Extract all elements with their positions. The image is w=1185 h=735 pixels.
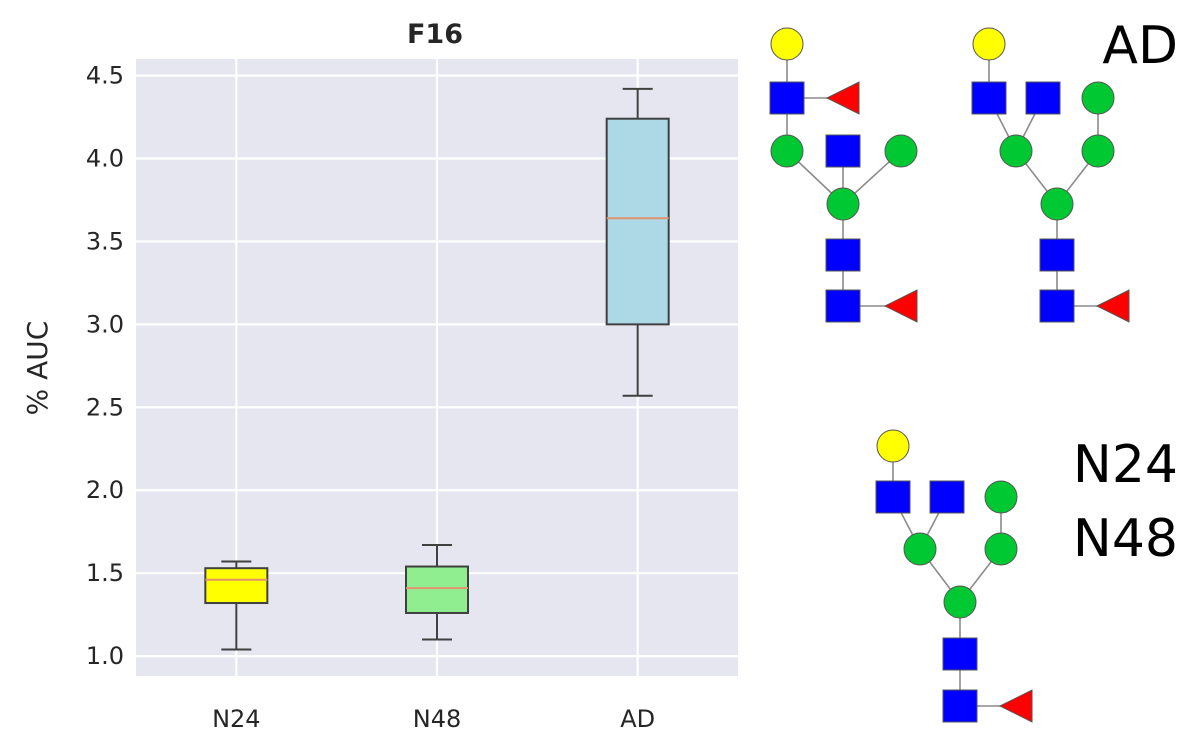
mannose-symbol <box>1040 187 1074 221</box>
galactose-symbol <box>876 429 910 463</box>
y-tick-label: 3.5 <box>86 227 124 255</box>
mannose-symbol <box>999 134 1033 168</box>
y-axis-label: % AUC <box>21 321 54 416</box>
box-iqr <box>204 567 269 605</box>
fucose-symbol <box>1095 289 1130 323</box>
mannose-symbol <box>884 134 918 168</box>
y-tick-label: 4.5 <box>86 62 124 90</box>
y-tick-label: 3.0 <box>86 310 124 338</box>
mannose-symbol <box>984 480 1018 514</box>
glcnac-symbol <box>1025 81 1061 115</box>
glcnac-symbol <box>875 480 911 514</box>
mannose-symbol <box>826 187 860 221</box>
mannose-symbol <box>1081 81 1115 115</box>
glcnac-symbol <box>929 480 965 514</box>
mannose-symbol <box>943 585 977 619</box>
y-tick-label: 1.5 <box>86 559 124 587</box>
glycan-label-n24: N24 <box>1073 435 1178 495</box>
box-n48 <box>405 543 469 641</box>
y-tick-label: 4.0 <box>86 145 124 173</box>
x-tick-label: N24 <box>212 705 261 733</box>
fucose-symbol <box>998 689 1033 723</box>
glycan-structures <box>769 27 1130 723</box>
box-n24 <box>204 560 269 651</box>
box-iqr <box>605 117 670 326</box>
glcnac-symbol <box>971 81 1007 115</box>
box-ad <box>605 87 670 397</box>
mannose-symbol <box>1081 134 1115 168</box>
fucose-symbol <box>883 289 918 323</box>
glcnac-symbol <box>825 134 861 168</box>
y-tick-label: 1.0 <box>86 642 124 670</box>
glcnac-symbol <box>825 238 861 272</box>
fucose-symbol <box>825 81 860 115</box>
y-tick-label: 2.5 <box>86 393 124 421</box>
mannose-symbol <box>903 532 937 566</box>
glcnac-symbol <box>825 289 861 323</box>
chart-title: F16 <box>407 19 463 50</box>
galactose-symbol <box>972 27 1006 61</box>
glcnac-symbol <box>769 81 805 115</box>
glycan-label-ad: AD <box>1102 16 1178 76</box>
glycan-label-n48: N48 <box>1073 509 1178 569</box>
x-tick-label: N48 <box>413 705 462 733</box>
glcnac-symbol <box>942 637 978 671</box>
galactose-symbol <box>770 27 804 61</box>
glcnac-symbol <box>942 689 978 723</box>
y-tick-label: 2.0 <box>86 476 124 504</box>
glcnac-symbol <box>1039 238 1075 272</box>
box-plot: 1.0 1.5 2.0 2.5 3.0 3.5 4.0 4.5 N24 N48 AD <box>86 59 738 733</box>
box-iqr <box>405 565 469 614</box>
x-tick-label: AD <box>620 705 655 733</box>
glcnac-symbol <box>1039 289 1075 323</box>
mannose-symbol <box>984 532 1018 566</box>
mannose-symbol <box>770 134 804 168</box>
